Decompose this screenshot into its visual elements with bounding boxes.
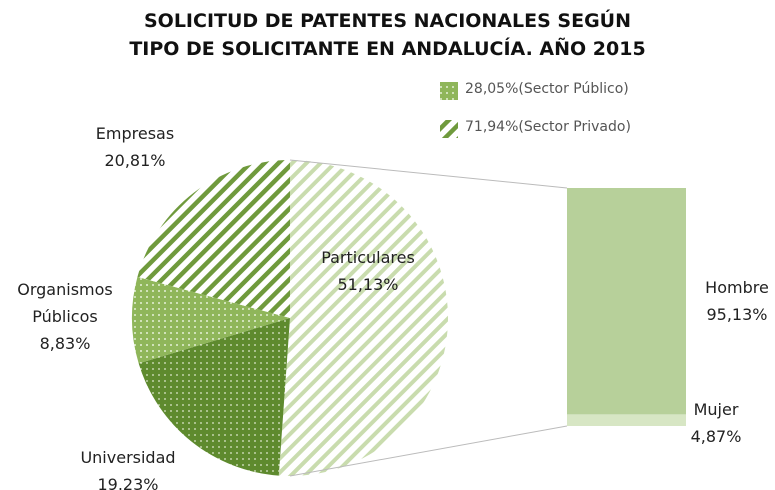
label-text: 20,81% — [104, 151, 166, 170]
legend-swatch — [440, 120, 458, 138]
label-text: 51,13% — [337, 275, 399, 294]
pie-slice — [137, 159, 290, 318]
bar-segment — [567, 188, 686, 415]
label-text: Mujer — [693, 400, 739, 419]
data-label: Universidad 19.23% — [58, 444, 198, 490]
connector — [289, 425, 568, 477]
pie-slice — [132, 276, 290, 364]
data-label: Mujer 4,87% — [666, 396, 766, 450]
label-text: Organismos Públicos — [17, 280, 113, 326]
chart-title: TIPO DE SOLICITANTE EN ANDALUCÍA. AÑO 20… — [129, 38, 646, 60]
data-label: Empresas 20,81% — [75, 120, 195, 174]
data-label: Organismos Públicos 8,83% — [5, 276, 125, 357]
pie-slice — [278, 160, 449, 477]
data-label: Particulares 51,13% — [298, 244, 438, 298]
label-text: Empresas — [95, 124, 175, 143]
data-label: Hombre 95,13% — [687, 274, 775, 328]
pie-slice — [138, 318, 290, 476]
label-text: 19.23% — [97, 475, 159, 490]
label-text: 95,13% — [706, 305, 768, 324]
label-text: 4,87% — [690, 427, 742, 446]
chart-title: SOLICITUD DE PATENTES NACIONALES SEGÚN — [143, 10, 631, 32]
legend-swatch — [440, 82, 458, 100]
legend-entry: 71,94%(Sector Privado) — [465, 119, 631, 135]
label-text: 8,83% — [39, 334, 91, 353]
label-text: Universidad — [80, 448, 176, 467]
legend-entry: 28,05%(Sector Público) — [465, 81, 629, 97]
label-text: Particulares — [321, 248, 415, 267]
label-text: Hombre — [705, 278, 769, 297]
bar-segment — [567, 414, 686, 426]
connector — [289, 159, 568, 189]
